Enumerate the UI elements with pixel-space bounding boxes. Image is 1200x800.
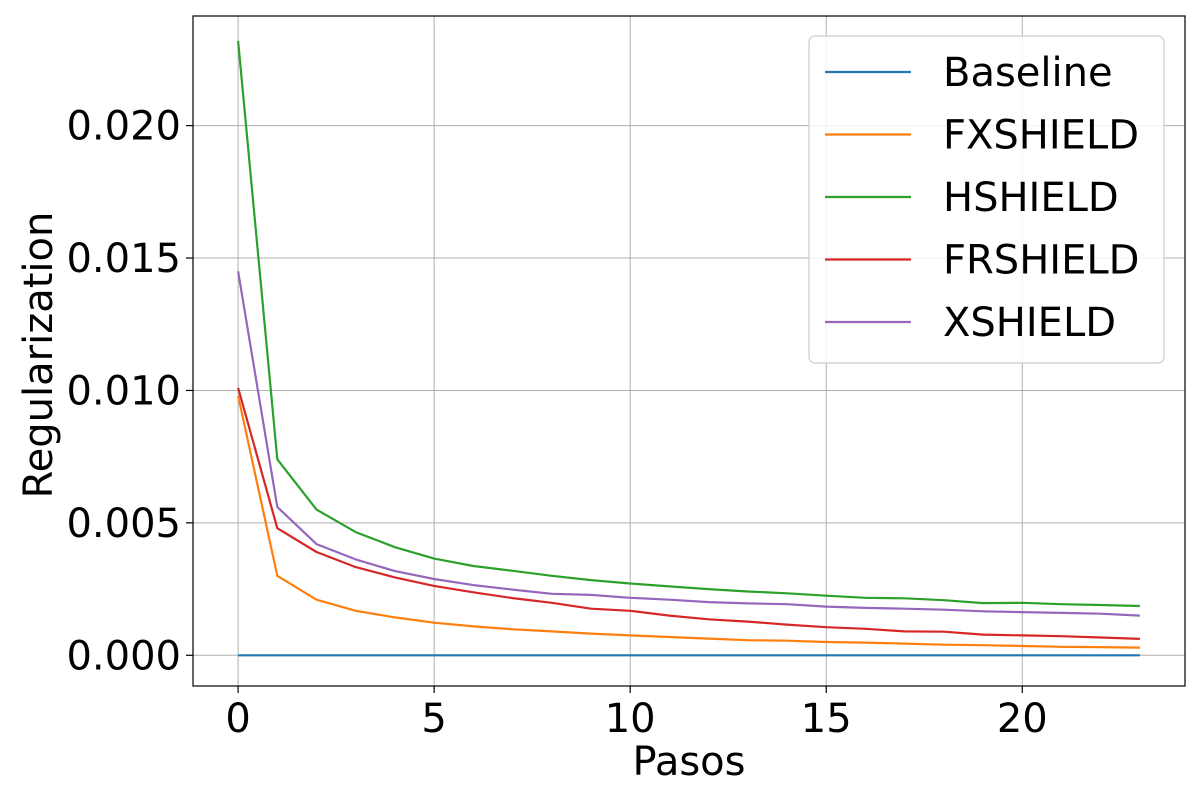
legend-label-fxshield: FXSHIELD — [943, 113, 1139, 159]
y-tick-label: 0.005 — [66, 501, 181, 547]
x-tick-label: 20 — [997, 696, 1048, 742]
legend-box — [808, 35, 1165, 364]
axis-ticks: 0 5 10 15 20 0.000 0.005 0.010 0.015 0.020 — [66, 104, 1047, 742]
legend: Baseline FXSHIELD HSHIELD FRSHIELD XSHIELD — [808, 35, 1165, 364]
series-line-frshield — [237, 387, 1140, 640]
legend-label-frshield: FRSHIELD — [943, 238, 1139, 284]
x-tick-label: 15 — [801, 696, 852, 742]
legend-label-xshield: XSHIELD — [943, 300, 1116, 346]
x-tick-label: 0 — [225, 696, 250, 742]
series-lines — [237, 40, 1140, 657]
x-tick-label: 5 — [421, 696, 446, 742]
series-line-hshield — [237, 40, 1140, 608]
x-axis-title: Pasos — [633, 739, 746, 785]
legend-items: Baseline FXSHIELD HSHIELD FRSHIELD XSHIELD — [825, 50, 1139, 346]
series-line-xshield — [237, 271, 1140, 617]
legend-label-baseline: Baseline — [943, 50, 1113, 96]
x-tick-label: 10 — [605, 696, 656, 742]
y-tick-label: 0.010 — [66, 368, 181, 414]
plot-frame — [192, 15, 1186, 687]
y-axis-title: Regularization — [16, 212, 62, 499]
y-tick-label: 0.015 — [66, 236, 181, 282]
y-tick-label: 0.000 — [66, 633, 181, 679]
series-line-fxshield — [237, 395, 1140, 649]
legend-label-hshield: HSHIELD — [943, 175, 1119, 221]
y-tick-label: 0.020 — [66, 104, 181, 150]
